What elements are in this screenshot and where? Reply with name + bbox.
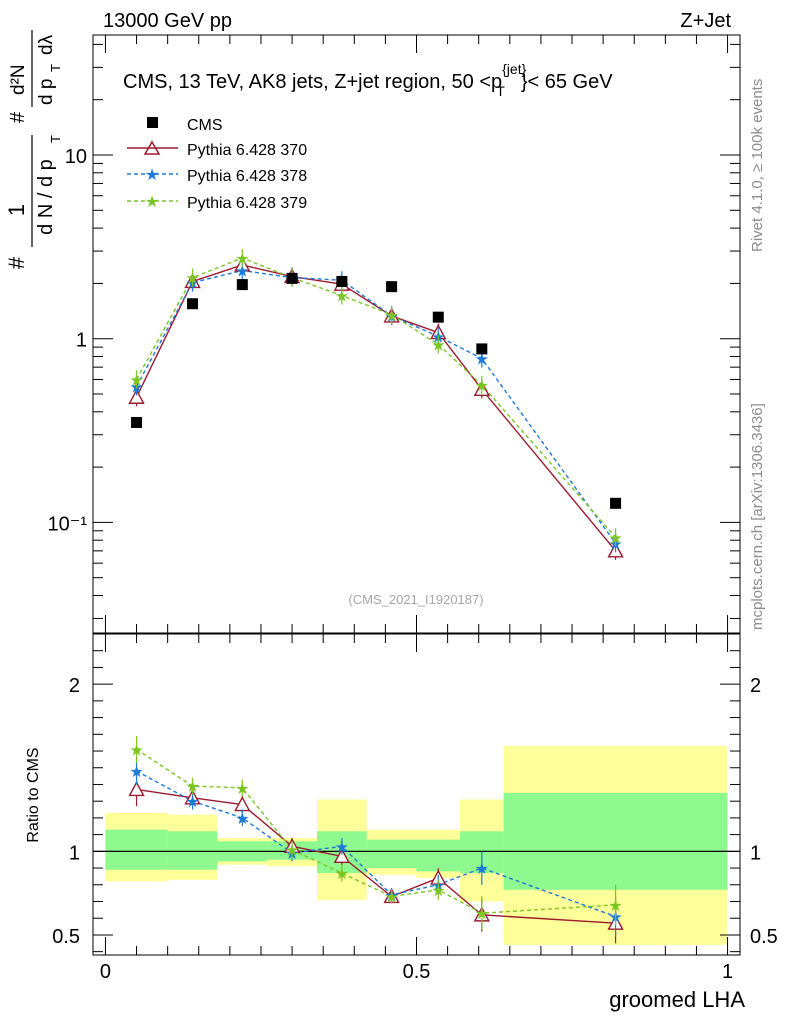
ratio-marker-p370 bbox=[128, 781, 145, 797]
marker-star: ★ bbox=[475, 352, 489, 369]
legend-label-p379: Pythia 6.428 379 bbox=[187, 195, 307, 212]
ratio-y-tick-label-left: 1 bbox=[69, 842, 80, 864]
ratio-panel: 0.5 0.5 1 1 2 2 0 0.5 1 ★★★★ ★★★★★★★ ★★★★ ★★ ★ bbox=[52, 633, 778, 983]
series-line-pythia-6-428-379 bbox=[135, 257, 617, 538]
main-series-layer: ★★★★★★★★★★★★★★★★★★ bbox=[128, 248, 624, 560]
ylabel-T2: T bbox=[48, 64, 63, 72]
main-axis-ticks: 10⁻¹ 1 10 bbox=[48, 35, 740, 633]
ratio-line-pythia-6-428-379 bbox=[136, 748, 616, 914]
legend-marker-p370 bbox=[143, 140, 161, 155]
ratio-marker-star: ★ bbox=[431, 883, 445, 900]
cms-data-point bbox=[187, 298, 199, 310]
ratio-marker-star: ★ bbox=[185, 794, 199, 811]
series-line-pythia-6-428-370 bbox=[135, 264, 617, 552]
x-tick-label: 0 bbox=[100, 961, 111, 983]
ratio-marker-star: ★ bbox=[475, 906, 489, 923]
ratio-marker-star: ★ bbox=[285, 843, 299, 860]
marker-star: ★ bbox=[608, 530, 622, 547]
ratio-y-axis-label: Ratio to CMS bbox=[25, 747, 42, 842]
ratio-series-layer: ★★★★ ★★★★★★★ ★★★★ ★★ ★ bbox=[128, 735, 624, 944]
uncertainty-band-stat bbox=[416, 839, 461, 872]
ylabel-dN: d N / d p bbox=[35, 159, 57, 235]
ratio-marker-star: ★ bbox=[235, 811, 249, 828]
legend-marker-p379: ★ bbox=[145, 194, 159, 211]
ylabel-dpt: d p bbox=[36, 79, 57, 105]
ratio-axis-ticks: 0.5 0.5 1 1 2 2 0 0.5 1 bbox=[52, 634, 778, 983]
x-axis-label: groomed LHA bbox=[609, 987, 745, 1012]
cms-data-point bbox=[476, 343, 488, 355]
title-sub: T bbox=[496, 83, 505, 99]
analysis-watermark: (CMS_2021_I1920187) bbox=[348, 592, 483, 607]
ratio-y-tick-label-right: 2 bbox=[750, 675, 761, 697]
legend-marker-p378: ★ bbox=[145, 167, 159, 184]
main-y-tick-label: 10⁻¹ bbox=[48, 513, 88, 535]
ratio-marker-star: ★ bbox=[335, 866, 349, 883]
ratio-marker-star: ★ bbox=[129, 742, 143, 759]
main-panel: 10⁻¹ 1 10 ★★★★★★★★★★★★★★★★★★ CMS, 13 TeV, … bbox=[48, 34, 741, 634]
marker-star: ★ bbox=[475, 378, 489, 395]
ratio-bands-layer bbox=[93, 746, 740, 945]
marker-star: ★ bbox=[235, 264, 249, 281]
ratio-marker-star: ★ bbox=[384, 889, 398, 906]
mcplots-label: mcplots.cern.ch [arXiv:1306.3436] bbox=[749, 403, 766, 630]
marker-star: ★ bbox=[235, 251, 249, 268]
ylabel-dl: dλ bbox=[36, 34, 57, 55]
ylabel-hash2: # bbox=[7, 111, 29, 123]
ylabel-hash: # bbox=[4, 256, 29, 269]
cms-data-point bbox=[286, 272, 298, 284]
main-y-tick-label: 1 bbox=[76, 330, 87, 352]
marker-p370 bbox=[128, 388, 145, 404]
cms-data-point bbox=[236, 279, 248, 291]
legend-label-cms: CMS bbox=[187, 117, 223, 134]
x-tick-label: 1 bbox=[722, 961, 733, 983]
title-sup: {jet} bbox=[502, 61, 526, 77]
cms-data-point bbox=[131, 416, 143, 428]
legend-marker-cms bbox=[147, 117, 158, 128]
uncertainty-band-stat bbox=[366, 839, 417, 869]
uncertainty-band-stat bbox=[503, 792, 728, 890]
uncertainty-band-stat bbox=[105, 829, 168, 870]
series-line-pythia-6-428-378 bbox=[135, 269, 617, 544]
marker-star: ★ bbox=[335, 288, 349, 305]
title-pre: CMS, 13 TeV, AK8 jets, Z+jet region, 50 … bbox=[123, 71, 502, 93]
ratio-marker-star: ★ bbox=[129, 764, 143, 781]
ratio-y-tick-label-left: 2 bbox=[69, 675, 80, 697]
title-post: }< 65 GeV bbox=[521, 71, 613, 93]
x-tick-label: 0.5 bbox=[403, 961, 431, 983]
cms-data-point bbox=[386, 281, 398, 293]
main-y-axis-label: # 1 d N / d p T # d²N d p T dλ bbox=[4, 30, 63, 269]
rivet-label: Rivet 4.1.0, ≥ 100k events bbox=[749, 79, 766, 252]
ratio-y-tick-label-left: 0.5 bbox=[52, 926, 80, 948]
marker-star: ★ bbox=[384, 308, 398, 325]
ratio-marker-star: ★ bbox=[608, 898, 622, 915]
main-y-tick-label: 10 bbox=[65, 146, 87, 168]
ratio-marker-star: ★ bbox=[185, 779, 199, 796]
ratio-frame bbox=[92, 633, 741, 956]
ylabel-one: 1 bbox=[4, 204, 29, 216]
uncertainty-band-stat bbox=[167, 831, 218, 870]
ratio-marker-star: ★ bbox=[475, 861, 489, 878]
ratio-marker-p370 bbox=[333, 847, 351, 864]
process-label: Z+Jet bbox=[680, 10, 731, 32]
legend-label-p370: Pythia 6.428 370 bbox=[187, 142, 307, 159]
marker-star: ★ bbox=[431, 337, 445, 354]
ratio-marker-star: ★ bbox=[235, 781, 249, 798]
marker-star: ★ bbox=[185, 271, 199, 288]
ratio-y-tick-label-right: 0.5 bbox=[750, 926, 778, 948]
cms-data-point bbox=[610, 497, 622, 509]
chart-title: CMS, 13 TeV, AK8 jets, Z+jet region, 50 … bbox=[123, 61, 613, 99]
ylabel-d2N: d²N bbox=[8, 64, 29, 95]
ratio-marker-star: ★ bbox=[335, 839, 349, 856]
cms-data-point bbox=[432, 311, 444, 323]
legend: CMS Pythia 6.428 370 ★ Pythia 6.428 378 … bbox=[127, 117, 307, 212]
marker-star: ★ bbox=[129, 372, 143, 389]
ylabel-T: T bbox=[48, 135, 63, 143]
ratio-y-tick-label-right: 1 bbox=[750, 842, 761, 864]
energy-label: 13000 GeV pp bbox=[103, 10, 232, 32]
cms-data-point bbox=[336, 275, 348, 287]
legend-label-p378: Pythia 6.428 378 bbox=[187, 168, 307, 185]
